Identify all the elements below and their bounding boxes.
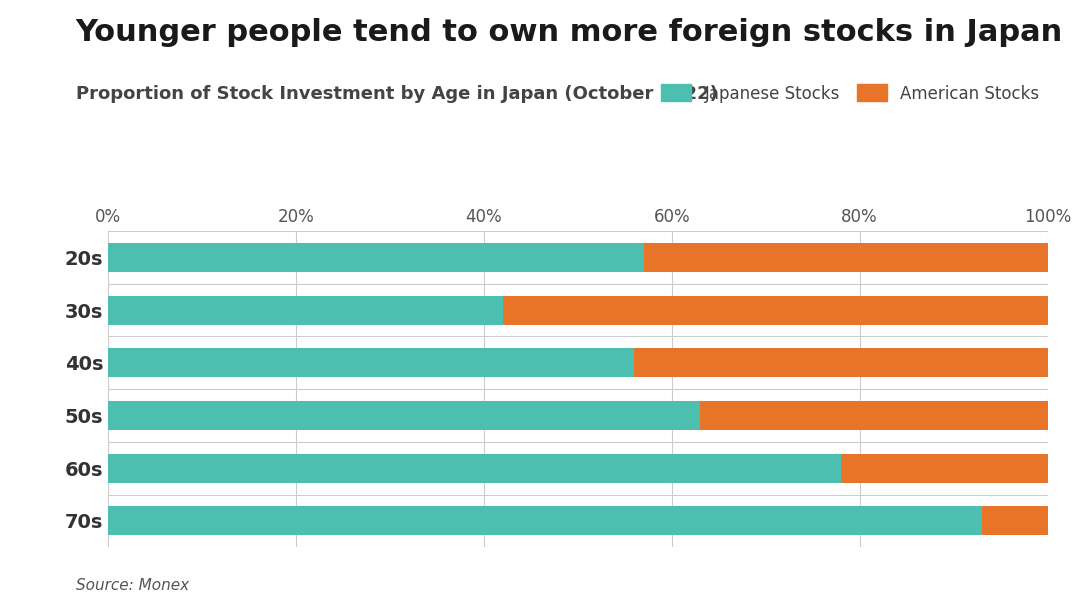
Text: Source: Monex: Source: Monex (76, 578, 189, 593)
Text: Younger people tend to own more foreign stocks in Japan: Younger people tend to own more foreign … (76, 18, 1063, 47)
Bar (108, 506, 982, 535)
Bar (644, 243, 1048, 272)
Bar (634, 348, 1048, 377)
Legend: Japanese Stocks, American Stocks: Japanese Stocks, American Stocks (661, 85, 1039, 103)
Bar (502, 295, 1048, 325)
Text: Proportion of Stock Investment by Age in Japan (October 2022): Proportion of Stock Investment by Age in… (76, 85, 717, 103)
Bar (700, 401, 1048, 430)
Bar (108, 348, 634, 377)
Bar (108, 454, 841, 483)
Bar (108, 243, 644, 272)
Bar (982, 506, 1048, 535)
Bar (841, 454, 1048, 483)
Bar (108, 295, 502, 325)
Bar (108, 401, 700, 430)
